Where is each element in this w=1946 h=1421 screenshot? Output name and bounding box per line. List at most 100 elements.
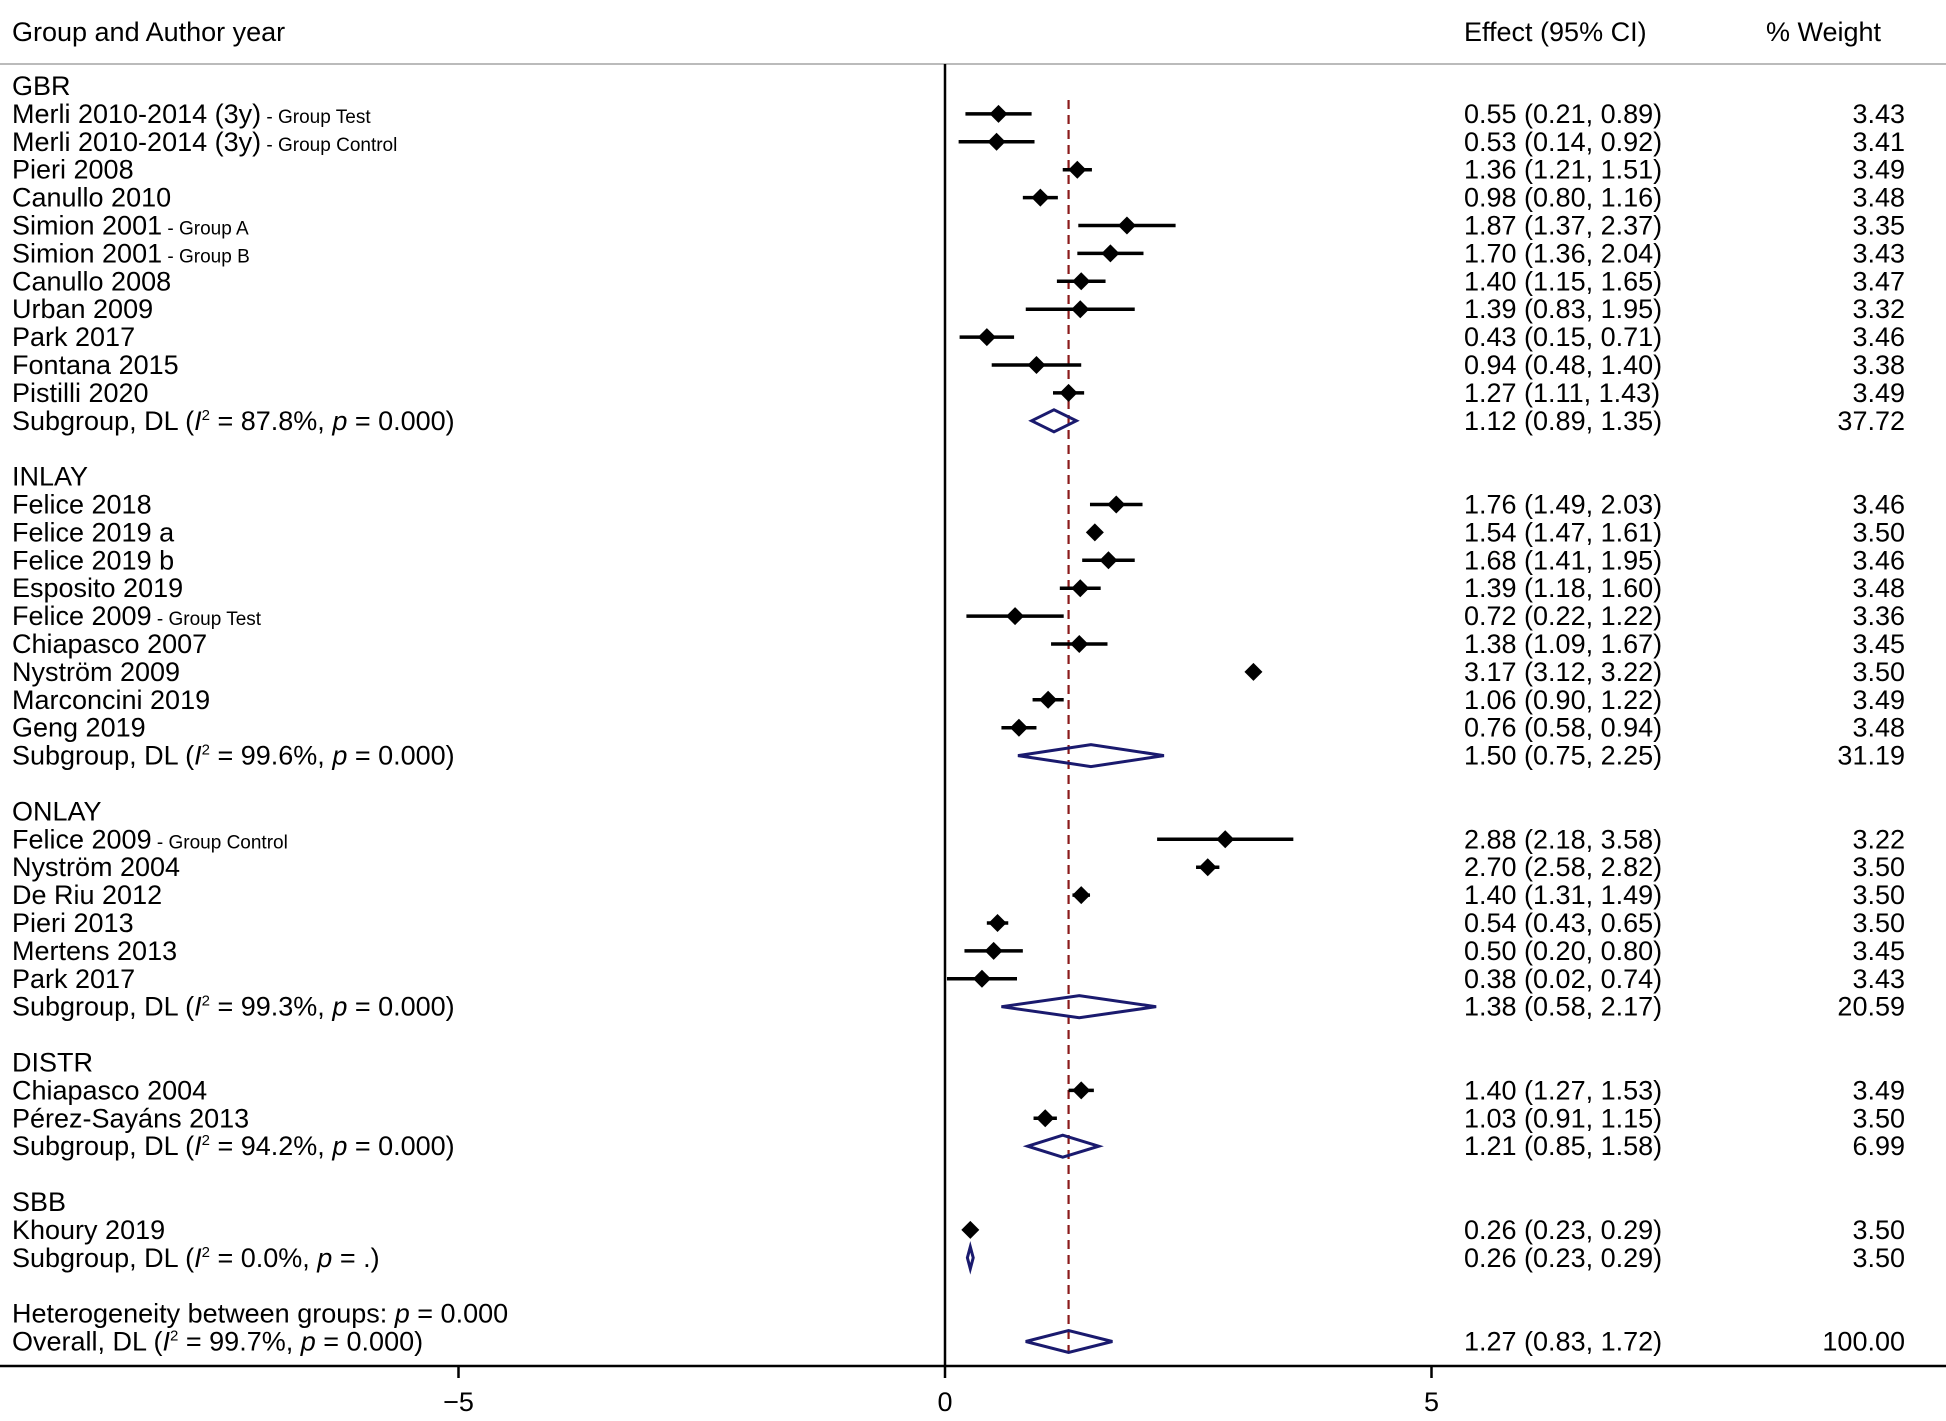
effect-ci-value: 1.54 (1.47, 1.61) xyxy=(1464,517,1662,547)
study-label: Nyström 2009 xyxy=(12,657,180,687)
x-tick-label: −5 xyxy=(443,1387,474,1417)
effect-ci-value: 1.87 (1.37, 2.37) xyxy=(1464,211,1662,241)
study-marker xyxy=(1059,383,1078,402)
weight-value: 3.48 xyxy=(1852,573,1905,603)
study-marker xyxy=(987,132,1006,151)
study-marker xyxy=(1009,718,1028,737)
study-marker xyxy=(1070,635,1089,653)
study-marker xyxy=(1198,858,1217,877)
effect-ci-value: 0.50 (0.20, 0.80) xyxy=(1464,936,1662,966)
weight-value: 3.50 xyxy=(1852,880,1905,910)
weight-value: 3.49 xyxy=(1852,378,1905,408)
effect-ci-value: 2.70 (2.58, 2.82) xyxy=(1464,852,1662,882)
study-label: Pistilli 2020 xyxy=(12,378,149,408)
study-marker xyxy=(1071,300,1090,319)
group-label: DISTR xyxy=(12,1048,93,1078)
study-marker xyxy=(961,1220,980,1239)
header-effect: Effect (95% CI) xyxy=(1464,17,1647,47)
weight-value: 100.00 xyxy=(1822,1327,1905,1357)
weight-value: 3.35 xyxy=(1852,211,1905,241)
study-label: Pieri 2013 xyxy=(12,908,134,938)
study-label: Felice 2019 a xyxy=(12,517,175,547)
overall-diamond xyxy=(1025,1328,1113,1355)
study-label: Felice 2019 b xyxy=(12,545,174,575)
effect-ci-value: 1.03 (0.91, 1.15) xyxy=(1464,1103,1662,1133)
effect-ci-value: 1.27 (1.11, 1.43) xyxy=(1464,378,1660,408)
weight-value: 3.48 xyxy=(1852,713,1905,743)
effect-ci-value: 0.54 (0.43, 0.65) xyxy=(1464,908,1662,938)
effect-ci-value: 1.38 (1.09, 1.67) xyxy=(1464,629,1662,659)
study-marker xyxy=(1072,886,1091,905)
weight-value: 3.36 xyxy=(1852,601,1905,631)
effect-ci-value: 0.53 (0.14, 0.92) xyxy=(1464,127,1662,157)
study-label: Urban 2009 xyxy=(12,294,153,324)
study-marker xyxy=(1071,579,1090,598)
weight-value: 3.46 xyxy=(1852,545,1905,575)
weight-value: 3.50 xyxy=(1852,517,1905,547)
group-label: INLAY xyxy=(12,462,88,492)
x-tick-label: 0 xyxy=(937,1387,952,1417)
weight-value: 3.49 xyxy=(1852,155,1905,185)
weight-value: 3.22 xyxy=(1852,824,1905,854)
study-label: Geng 2019 xyxy=(12,713,146,743)
study-label: De Riu 2012 xyxy=(12,880,162,910)
subgroup-diamond xyxy=(1028,408,1080,434)
study-label: Simion 2001 - Group A xyxy=(12,211,249,241)
subgroup-diamond xyxy=(1017,743,1165,769)
weight-value: 3.43 xyxy=(1852,964,1905,994)
study-marker xyxy=(1039,690,1058,709)
effect-ci-value: 2.88 (2.18, 3.58) xyxy=(1464,824,1662,854)
subgroup-label: Subgroup, DL (I2 = 87.8%, p = 0.000) xyxy=(12,406,455,436)
study-label: Merli 2010-2014 (3y) - Group Control xyxy=(12,127,397,157)
weight-value: 37.72 xyxy=(1837,406,1905,436)
study-marker xyxy=(1244,662,1263,681)
study-label: Canullo 2008 xyxy=(12,266,171,296)
study-label: Felice 2009 - Group Test xyxy=(12,601,262,631)
study-label: Esposito 2019 xyxy=(12,573,183,603)
study-marker xyxy=(1101,244,1120,263)
study-label: Chiapasco 2007 xyxy=(12,629,207,659)
header-weight: % Weight xyxy=(1766,17,1882,47)
weight-value: 3.49 xyxy=(1852,685,1905,715)
study-marker xyxy=(1006,607,1025,626)
subgroup-label: Subgroup, DL (I2 = 94.2%, p = 0.000) xyxy=(12,1131,455,1161)
effect-ci-value: 1.76 (1.49, 2.03) xyxy=(1464,490,1662,520)
study-label: Chiapasco 2004 xyxy=(12,1075,207,1105)
study-label: Pieri 2008 xyxy=(12,155,134,185)
study-marker xyxy=(988,914,1007,932)
weight-value: 3.41 xyxy=(1852,127,1905,157)
weight-value: 3.50 xyxy=(1852,852,1905,882)
effect-ci-value: 1.39 (1.18, 1.60) xyxy=(1464,573,1662,603)
study-marker xyxy=(1072,272,1091,291)
weight-value: 3.50 xyxy=(1852,1103,1905,1133)
x-tick-label: 5 xyxy=(1424,1387,1439,1417)
study-label: Park 2017 xyxy=(12,322,135,352)
study-marker xyxy=(1107,495,1126,514)
effect-ci-value: 1.39 (0.83, 1.95) xyxy=(1464,294,1662,324)
effect-ci-value: 1.40 (1.31, 1.49) xyxy=(1464,880,1662,910)
effect-ci-value: 0.43 (0.15, 0.71) xyxy=(1464,322,1662,352)
group-label: SBB xyxy=(12,1187,66,1217)
effect-ci-value: 0.72 (0.22, 1.22) xyxy=(1464,601,1662,631)
subgroup-diamond xyxy=(1022,1133,1104,1159)
effect-ci-value: 0.26 (0.23, 0.29) xyxy=(1464,1243,1662,1273)
subgroup-label: Subgroup, DL (I2 = 99.3%, p = 0.000) xyxy=(12,992,455,1022)
study-marker xyxy=(1068,160,1087,179)
effect-ci-value: 1.70 (1.36, 2.04) xyxy=(1464,238,1662,268)
weight-value: 3.45 xyxy=(1852,936,1905,966)
study-label: Felice 2018 xyxy=(12,490,152,520)
effect-ci-value: 1.40 (1.27, 1.53) xyxy=(1464,1075,1662,1105)
study-label: Pérez-Sayáns 2013 xyxy=(12,1103,249,1133)
study-label: Marconcini 2019 xyxy=(12,685,210,715)
effect-ci-value: 0.98 (0.80, 1.16) xyxy=(1464,183,1662,213)
study-label: Nyström 2004 xyxy=(12,852,180,882)
weight-value: 3.48 xyxy=(1852,183,1905,213)
effect-ci-value: 1.12 (0.89, 1.35) xyxy=(1464,406,1662,436)
study-label: Khoury 2019 xyxy=(12,1215,165,1245)
study-label: Simion 2001 - Group B xyxy=(12,238,250,268)
study-marker xyxy=(989,104,1008,123)
study-marker xyxy=(1036,1109,1055,1128)
subgroup-diamond xyxy=(965,1240,975,1275)
subgroup-label: Subgroup, DL (I2 = 0.0%, p = .) xyxy=(12,1243,380,1273)
